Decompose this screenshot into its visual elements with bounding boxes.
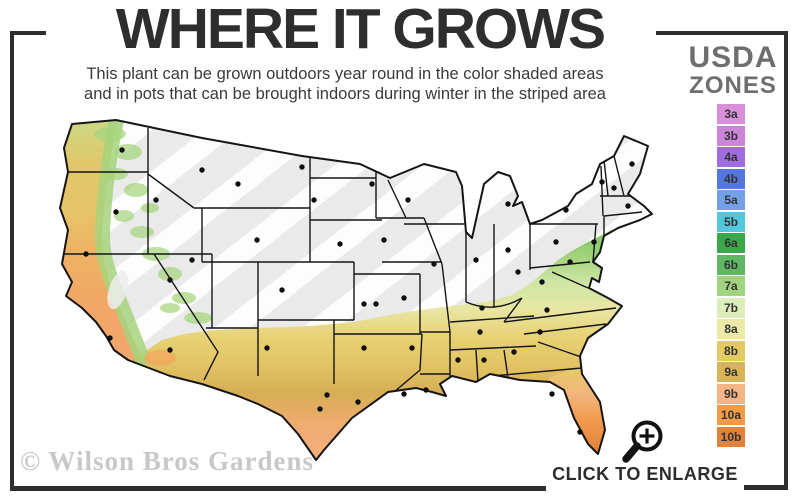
zone-chip-7b: 7b <box>717 297 745 318</box>
city-dot <box>113 209 119 215</box>
usda-heading-line2: ZONES <box>689 72 777 99</box>
city-dot <box>119 147 125 153</box>
frame-bottom-left-segment <box>10 486 546 491</box>
zone-chip-6b: 6b <box>717 254 745 275</box>
subtitle-line-1: This plant can be grown outdoors year ro… <box>86 65 604 83</box>
subtitle-line-2: and in pots that can be brought indoors … <box>84 85 606 103</box>
city-dot <box>481 357 487 363</box>
zone-chip-8b: 8b <box>717 340 745 361</box>
city-dot <box>311 197 317 203</box>
city-dot <box>405 197 411 203</box>
city-dot <box>409 345 415 351</box>
city-dots-layer <box>83 147 635 435</box>
city-dot <box>553 239 559 245</box>
city-dot <box>505 201 511 207</box>
city-dot <box>401 391 407 397</box>
city-dot <box>423 387 429 393</box>
click-to-enlarge-button[interactable]: CLICK TO ENLARGE <box>552 464 738 484</box>
frame-bottom-right-segment <box>744 485 788 490</box>
city-dot <box>539 279 545 285</box>
city-dot <box>361 345 367 351</box>
city-dot <box>355 399 361 405</box>
magnifier-plus-icon[interactable] <box>615 414 669 466</box>
city-dot <box>629 161 635 167</box>
zone-chip-9a: 9a <box>717 362 745 382</box>
city-dot <box>577 429 583 435</box>
city-dot <box>477 329 483 335</box>
city-dot <box>511 349 517 355</box>
city-dot <box>361 301 367 307</box>
zone-chip-10a: 10a <box>717 405 745 425</box>
zone-chip-4a: 4a <box>717 147 745 167</box>
city-dot <box>591 239 597 245</box>
city-dot <box>279 287 285 293</box>
sierra-gray-patch <box>107 270 129 310</box>
usa-grow-zones-map[interactable] <box>52 112 664 464</box>
zone-chip-3a: 3a <box>717 104 745 124</box>
city-dot <box>567 259 573 265</box>
city-dot <box>153 197 159 203</box>
city-dot <box>479 305 485 311</box>
city-dot <box>505 247 511 253</box>
city-dot <box>167 277 173 283</box>
frame-right-line <box>784 31 788 490</box>
subtitle: This plant can be grown outdoors year ro… <box>0 64 690 104</box>
frame-top-right-segment <box>656 31 788 35</box>
city-dot <box>455 357 461 363</box>
city-dot <box>107 335 113 341</box>
city-dot <box>189 257 195 263</box>
city-dot <box>373 301 379 307</box>
zone-chip-3b: 3b <box>717 125 745 146</box>
city-dot <box>317 406 323 412</box>
city-dot <box>515 269 521 275</box>
city-dot <box>83 251 89 257</box>
zone-chip-7a: 7a <box>717 276 745 296</box>
city-dot <box>299 164 305 170</box>
mountain-green-patches <box>94 127 212 324</box>
zone-chip-list: 3a 3b 4a 4b 5a 5b 6a 6b 7a 7b 8a 8b 9a 9b 10a 10b <box>717 104 745 447</box>
watermark: © Wilson Bros Gardens <box>20 446 314 476</box>
usda-zones-heading: USDA ZONES <box>676 42 790 98</box>
city-dot <box>264 345 270 351</box>
state-borders <box>60 128 643 393</box>
city-dot <box>369 181 375 187</box>
usda-heading-line1: USDA <box>688 41 778 74</box>
city-dot <box>381 237 387 243</box>
city-dot <box>401 295 407 301</box>
city-dot <box>473 257 479 263</box>
city-dot <box>235 181 241 187</box>
zone-chip-5b: 5b <box>717 211 745 232</box>
city-dot <box>625 203 631 209</box>
city-dot <box>537 329 543 335</box>
city-dot <box>563 207 569 213</box>
frame-top-left-segment <box>10 31 46 35</box>
zone-chip-8a: 8a <box>717 319 745 339</box>
city-dot <box>167 347 173 353</box>
city-dot <box>337 241 343 247</box>
us-map-outline <box>59 119 653 461</box>
city-dot <box>544 307 550 313</box>
southwest-orange-patch <box>144 350 176 366</box>
zone-chip-10b: 10b <box>717 426 745 447</box>
city-dot <box>549 391 555 397</box>
page-title: WHERE IT GROWS <box>115 0 606 61</box>
city-dot <box>254 237 260 243</box>
frame-left-line <box>10 31 14 491</box>
city-dot <box>599 179 605 185</box>
zone-chip-5a: 5a <box>717 190 745 210</box>
zone-chip-6a: 6a <box>717 233 745 253</box>
city-dot <box>324 392 330 398</box>
zone-chip-4b: 4b <box>717 168 745 189</box>
city-dot <box>611 185 617 191</box>
city-dot <box>431 261 437 267</box>
usa-map-svg <box>59 119 653 461</box>
zone-chip-9b: 9b <box>717 383 745 404</box>
city-dot <box>199 167 205 173</box>
